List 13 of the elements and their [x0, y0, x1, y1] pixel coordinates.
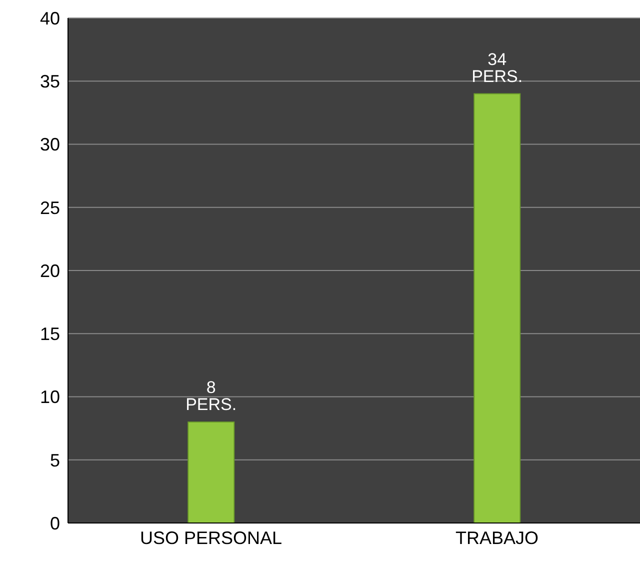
y-tick-label: 25 — [40, 198, 60, 218]
x-tick-label: TRABAJO — [455, 528, 539, 548]
y-tick-label: 10 — [40, 387, 60, 408]
y-tick-label: 40 — [40, 8, 60, 28]
y-tick-label: 15 — [40, 324, 60, 344]
data-label: 8 PERS. — [186, 378, 237, 414]
y-tick-label: 30 — [40, 134, 60, 155]
y-tick-label: 5 — [50, 450, 60, 470]
y-tick-label: 20 — [40, 260, 60, 281]
x-tick-label: USO PERSONAL — [140, 528, 282, 548]
y-tick-label: 0 — [50, 513, 60, 534]
y-tick-label: 35 — [40, 72, 60, 92]
data-label: 34 PERS. — [472, 50, 523, 86]
